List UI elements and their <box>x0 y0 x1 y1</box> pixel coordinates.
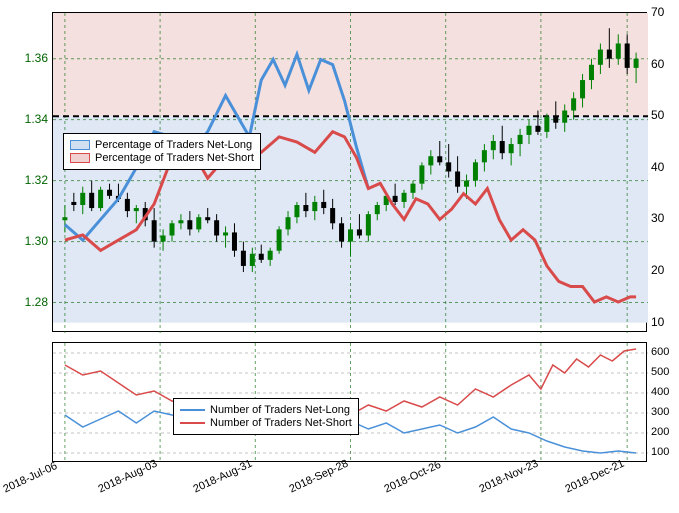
y-axis-left-tick: 1.36 <box>25 51 48 65</box>
y-axis-left-tick: 1.34 <box>25 112 48 126</box>
y-axis-right-tick: 70 <box>651 5 664 19</box>
y-axis-left-tick: 1.28 <box>25 295 48 309</box>
chart-container: Percentage of Traders Net-LongPercentage… <box>0 0 679 513</box>
top-legend: Percentage of Traders Net-LongPercentage… <box>63 133 261 170</box>
y-axis-right-tick: 30 <box>651 211 664 225</box>
y-axis-right-bottom-tick: 600 <box>651 346 669 358</box>
y-axis-right-bottom-tick: 400 <box>651 386 669 398</box>
y-axis-right-bottom-tick: 300 <box>651 406 669 418</box>
bottom-chart: Number of Traders Net-LongNumber of Trad… <box>52 342 647 462</box>
legend-item: Number of Traders Net-Short <box>180 417 352 429</box>
y-axis-right-bottom-tick: 100 <box>651 446 669 458</box>
bottom-legend: Number of Traders Net-LongNumber of Trad… <box>173 398 359 435</box>
y-axis-right-tick: 50 <box>651 108 664 122</box>
y-axis-right-tick: 60 <box>651 57 664 71</box>
legend-item: Number of Traders Net-Long <box>180 404 352 416</box>
legend-item: Percentage of Traders Net-Short <box>70 152 254 164</box>
top-chart-svg <box>53 13 648 333</box>
y-axis-right-tick: 40 <box>651 160 664 174</box>
y-axis-right-bottom-tick: 500 <box>651 366 669 378</box>
legend-item: Percentage of Traders Net-Long <box>70 139 254 151</box>
top-chart: Percentage of Traders Net-LongPercentage… <box>52 12 647 332</box>
y-axis-right-bottom-tick: 200 <box>651 426 669 438</box>
y-axis-left-tick: 1.32 <box>25 173 48 187</box>
y-axis-right-tick: 10 <box>651 315 664 329</box>
y-axis-left-tick: 1.30 <box>25 234 48 248</box>
y-axis-right-tick: 20 <box>651 263 664 277</box>
